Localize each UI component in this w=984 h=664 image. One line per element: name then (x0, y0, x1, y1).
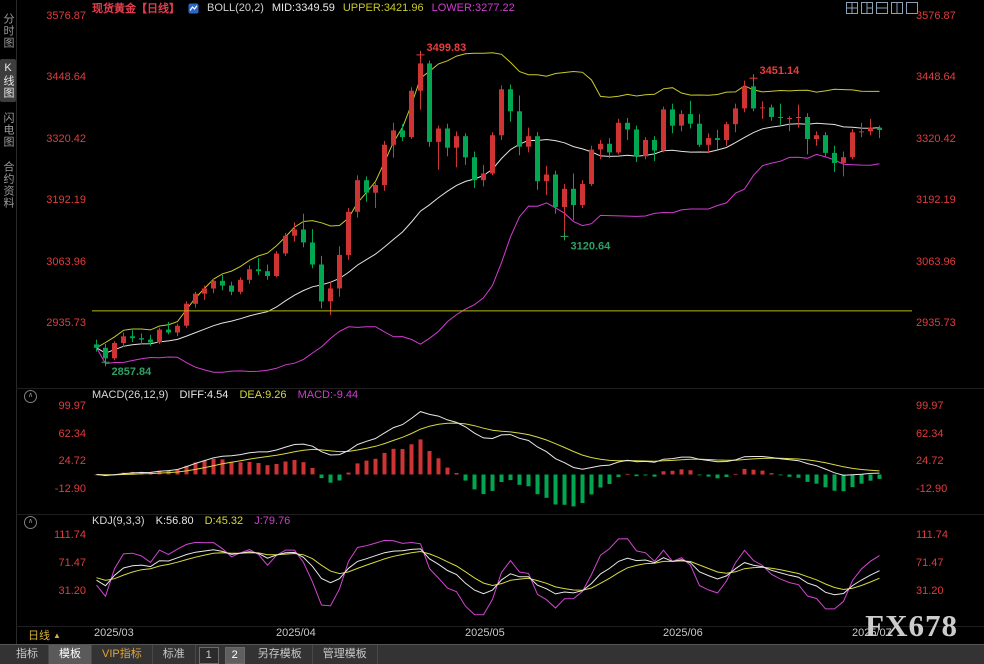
panel-divider (16, 626, 984, 627)
kdj-k-value: K:56.80 (155, 515, 194, 527)
symbol-title: 现货黄金【日线】 (92, 3, 180, 15)
price-axis-label: 2935.73 (46, 316, 86, 329)
main-candlestick-chart[interactable]: 2857.84 3499.83 3120.64 3451.14 (92, 16, 912, 388)
macd-axis-label: 62.34 (916, 427, 944, 440)
layout-split-horizontal-icon[interactable] (876, 2, 888, 14)
layout-preset-1-button[interactable]: 1 (198, 647, 219, 664)
layout-split-vertical-icon[interactable] (891, 2, 903, 14)
kdj-axis-label: 111.74 (53, 529, 86, 541)
x-axis-label: 2025/04 (276, 627, 316, 639)
kdj-axis-label: 71.47 (916, 557, 944, 569)
macd-axis-label: -12.90 (916, 482, 948, 495)
period-label: 日线 (28, 630, 50, 642)
layout-grid-4-icon[interactable] (846, 2, 858, 14)
x-axis-label: 2025/03 (94, 627, 134, 639)
macd-diff-value: DIFF:4.54 (179, 389, 229, 401)
svg-text:3120.64: 3120.64 (571, 240, 612, 252)
svg-text:3499.83: 3499.83 (427, 42, 467, 54)
sidebar-item-time-chart[interactable]: 分时图 (2, 13, 14, 49)
period-selector[interactable]: 日线 ▲ (28, 627, 61, 643)
tab-indicators[interactable]: 指标 (6, 645, 49, 664)
tab-templates[interactable]: 模板 (49, 645, 92, 664)
panel-divider (16, 514, 984, 515)
macd-axis-label: -12.90 (54, 482, 86, 495)
macd-axis-label: 62.34 (58, 427, 86, 440)
x-axis-label: 2025/06 (663, 627, 703, 639)
kdj-axis-label: 31.20 (916, 585, 944, 597)
tab-standard[interactable]: 标准 (153, 645, 196, 664)
kdj-title: KDJ(9,3,3) (92, 515, 145, 527)
price-axis-label: 3063.96 (46, 255, 86, 268)
left-sidebar: 分时图 K线图 闪电图 合约资料 (0, 0, 17, 654)
chart-type-icon[interactable] (188, 3, 199, 14)
price-axis-label: 3320.42 (916, 132, 956, 145)
price-axis-label: 2935.73 (916, 316, 956, 329)
layout-single-icon[interactable] (906, 2, 918, 14)
price-axis-label: 3063.96 (916, 255, 956, 268)
sidebar-item-lightning-chart[interactable]: 闪电图 (2, 112, 14, 148)
manage-template-button[interactable]: 管理模板 (313, 645, 378, 664)
price-axis-label: 3192.19 (46, 194, 86, 207)
price-axis-label: 3320.42 (46, 132, 86, 145)
kdj-d-value: D:45.32 (204, 515, 244, 527)
svg-text:2857.84: 2857.84 (112, 366, 153, 378)
price-axis-label: 3192.19 (916, 194, 956, 207)
collapse-macd-icon[interactable]: ∧ (24, 390, 37, 403)
layout-icons (846, 2, 918, 14)
panel-divider (16, 388, 984, 389)
macd-title: MACD(26,12,9) (92, 389, 169, 401)
dropdown-arrow-icon: ▲ (53, 630, 61, 640)
chart-header: 现货黄金【日线】 BOLL(20,2) MID:3349.59 UPPER:34… (16, 0, 984, 16)
boll-upper-value: UPPER:3421.96 (342, 2, 424, 14)
collapse-kdj-icon[interactable]: ∧ (24, 516, 37, 529)
kdj-panel-header: ∧ KDJ(9,3,3) K:56.80 D:45.32 J:79.76 (16, 514, 984, 530)
macd-panel-header: ∧ MACD(26,12,9) DIFF:4.54 DEA:9.26 MACD:… (16, 388, 984, 404)
kdj-j-value: J:79.76 (254, 515, 291, 527)
macd-axis-label: 24.72 (58, 455, 86, 467)
kdj-axis-label: 111.74 (916, 529, 949, 541)
boll-lower-value: LOWER:3277.22 (431, 2, 515, 14)
tab-vip-indicators[interactable]: VIP指标 (92, 645, 153, 664)
layout-split-mixed-icon[interactable] (861, 2, 873, 14)
boll-indicator-label: BOLL(20,2) (207, 2, 264, 14)
save-template-button[interactable]: 另存模板 (248, 645, 313, 664)
kdj-axis-label: 31.20 (58, 585, 86, 597)
x-axis-label: 2025/05 (465, 627, 505, 639)
svg-text:3451.14: 3451.14 (760, 65, 801, 77)
macd-axis-label: 24.72 (916, 455, 944, 467)
kdj-axis-label: 71.47 (58, 557, 86, 569)
bottom-toolbar: 指标 模板 VIP指标 标准 1 2 另存模板 管理模板 (0, 644, 984, 664)
watermark: FX678 (865, 608, 958, 643)
price-axis-label: 3448.64 (916, 71, 956, 84)
price-axis-label: 3448.64 (46, 71, 86, 84)
macd-dea-value: DEA:9.26 (239, 389, 287, 401)
sidebar-item-kline-chart[interactable]: K线图 (0, 59, 16, 102)
boll-mid-value: MID:3349.59 (271, 2, 335, 14)
macd-macd-value: MACD:-9.44 (297, 389, 359, 401)
layout-preset-2-button[interactable]: 2 (224, 647, 245, 664)
macd-chart[interactable] (92, 404, 912, 514)
kdj-chart[interactable] (92, 530, 912, 626)
sidebar-item-contract-info[interactable]: 合约资料 (2, 161, 14, 209)
